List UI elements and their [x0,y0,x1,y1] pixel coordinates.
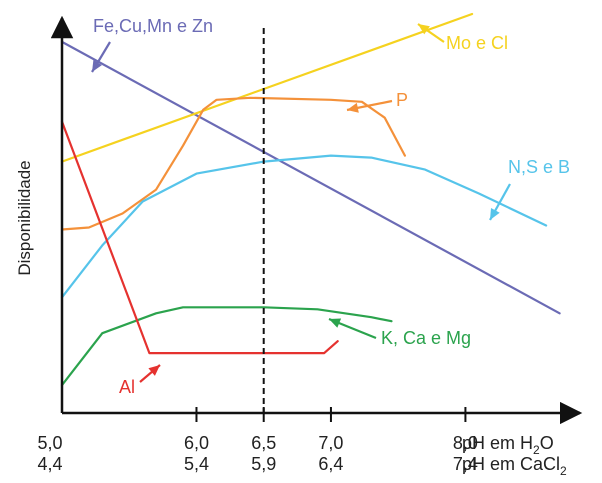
annotation-arrowhead-n-s-e-b [490,208,500,220]
x-tick-label-h2o: 7,0 [318,433,343,453]
series-line-p [60,96,406,231]
x-tick-label-h2o: 6,0 [184,433,209,453]
series-label-fe-cu-mn-e-zn: Fe,Cu,Mn e Zn [93,16,213,36]
series-line-n-s-e-b [60,154,548,299]
series-label-mo-e-cl: Mo e Cl [446,33,508,53]
x-tick-label-h2o: 6,5 [251,433,276,453]
series-line-mo-e-cl [60,12,474,163]
series-layer [60,12,561,387]
y-axis-label: Disponibilidade [15,160,34,275]
x-tick-label-cacl2: 5,9 [251,454,276,474]
annotation-arrowhead-p [347,102,359,113]
series-label-n-s-e-b: N,S e B [508,157,570,177]
series-line-fe-cu-mn-e-zn [60,40,561,315]
tick-layer: 5,04,4 6,05,4 6,55,9 7,06,4 8,07,4 [37,407,478,474]
series-line-k-ca-e-mg [60,306,393,387]
annotation-arrowhead-k-ca-e-mg [329,318,342,328]
annotation-layer: Fe,Cu,Mn e Zn Mo e Cl P N,S e B K, Ca e Mg Al [91,16,570,397]
series-label-k-ca-e-mg: K, Ca e Mg [381,328,471,348]
annotation-arrowhead-al [148,365,160,376]
annotation-arrowhead-fe-cu-mn-e-zn [92,60,102,72]
annotation-arrowhead-mo-e-cl [418,24,430,35]
x-tick-label-cacl2: 5,4 [184,454,209,474]
series-label-p: P [396,90,408,110]
x-tick-label-cacl2: 4,4 [37,454,62,474]
x-tick-label-h2o: 5,0 [37,433,62,453]
series-label-al: Al [119,377,135,397]
x-tick-label-cacl2: 6,4 [318,454,343,474]
x-tick-label-cacl2: 7,4 [453,454,478,474]
x-axis-title-h2o: pH em H2O [462,433,554,457]
series-line-al [60,120,339,355]
x-tick-label-h2o: 8,0 [453,433,478,453]
x-axis-title-cacl2: pH em CaCl2 [462,454,567,478]
